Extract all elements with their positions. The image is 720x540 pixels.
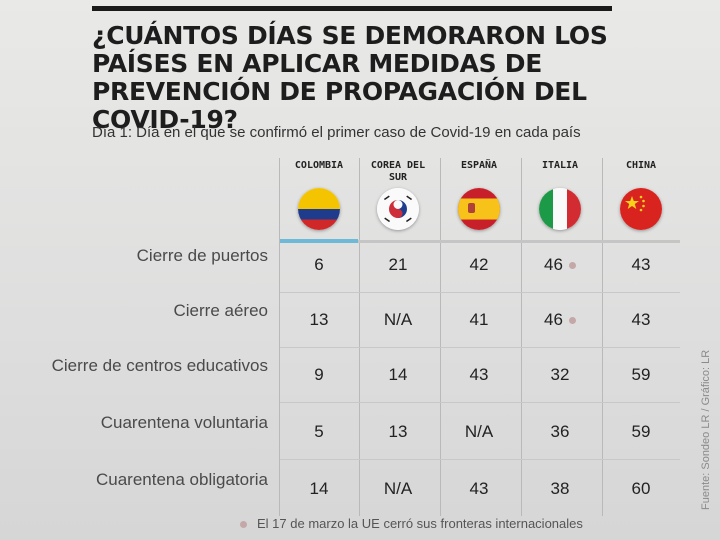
column-divider: [521, 158, 522, 516]
cell-value: 43: [631, 310, 651, 329]
italy-flag-icon: [539, 188, 581, 230]
table-cell: 32: [521, 365, 599, 385]
column-divider: [359, 158, 360, 516]
cell-value: 14: [388, 365, 408, 384]
cell-value: 5: [314, 422, 324, 441]
table-cell: 6: [280, 255, 358, 275]
table-cell: 21: [359, 255, 437, 275]
cell-value: 60: [631, 479, 651, 498]
table-cell: 14: [280, 479, 358, 499]
row-divider: [280, 292, 680, 293]
cell-value: N/A: [464, 422, 494, 441]
cell-value: 32: [550, 365, 570, 384]
table-cell: 36: [521, 422, 599, 442]
column-divider: [602, 158, 603, 516]
table-cell: 59: [602, 365, 680, 385]
cell-value: 14: [309, 479, 329, 498]
column-divider: [440, 158, 441, 516]
row-label: Cuarentena obligatoria: [95, 470, 268, 489]
cell-value: 43: [469, 479, 489, 498]
cell-value: 41: [469, 310, 489, 329]
china-flag-icon: [620, 188, 662, 230]
spain-flag-icon: [458, 188, 500, 230]
cell-value: 13: [309, 310, 329, 329]
column-header: COLOMBIA: [294, 160, 344, 171]
cell-value: 21: [388, 255, 408, 274]
cell-value: 46: [544, 310, 563, 329]
table-cell: 43: [440, 365, 518, 385]
table-cell: 38: [521, 479, 599, 499]
header-accent-bar: [280, 239, 358, 243]
table-cell: 41: [440, 310, 518, 330]
table-cell: N/A: [359, 310, 437, 330]
cell-value: 38: [550, 479, 570, 498]
cell-value: 6: [314, 255, 324, 274]
cell-value: 13: [388, 422, 408, 441]
table-cell: 42: [440, 255, 518, 275]
cell-value: N/A: [383, 310, 413, 329]
column-divider: [279, 158, 280, 516]
table-cell: N/A: [440, 422, 518, 442]
table-cell: 43: [602, 310, 680, 330]
cell-value: 43: [631, 255, 651, 274]
south-korea-flag-icon: [377, 188, 419, 230]
cell-value: 9: [314, 365, 324, 384]
cell-value: 42: [469, 255, 489, 274]
row-label: Cierre de puertos: [136, 246, 268, 265]
cell-value: 46: [544, 255, 563, 274]
chart-subtitle: Día 1: Día en el que se confirmó el prim…: [92, 124, 581, 141]
top-bar: [92, 6, 612, 11]
table-cell: 60: [602, 479, 680, 499]
footnote: El 17 de marzo la UE cerró sus fronteras…: [240, 516, 583, 531]
table-cell: 43: [602, 255, 680, 275]
marker-dot-icon: [568, 262, 576, 270]
row-label: Cierre aéreo: [173, 301, 269, 320]
column-header: CHINA: [625, 160, 657, 171]
column-header: ITALIA: [541, 160, 579, 171]
cell-value: 43: [469, 365, 489, 384]
table-cell: 59: [602, 422, 680, 442]
column-header: ESPAÑA: [460, 160, 498, 171]
table-cell: 9: [280, 365, 358, 385]
row-label: Cuarentena voluntaria: [100, 413, 268, 432]
cell-value: N/A: [383, 479, 413, 498]
row-divider: [280, 347, 680, 348]
header-rule: [280, 240, 680, 243]
footnote-text: El 17 de marzo la UE cerró sus fronteras…: [257, 516, 583, 531]
table-cell: 43: [440, 479, 518, 499]
cell-value: 36: [550, 422, 570, 441]
cell-value: 59: [631, 365, 651, 384]
row-label: Cierre de centros educativos: [51, 356, 268, 375]
table-cell: 46: [521, 255, 599, 275]
table-cell: 13: [280, 310, 358, 330]
table-cell: 5: [280, 422, 358, 442]
column-header: COREA DEL SUR: [370, 160, 426, 183]
source-credit: Fuente: Sondeo LR / Gráfico: LR: [700, 349, 712, 510]
row-divider: [280, 402, 680, 403]
footnote-dot-icon: [240, 521, 247, 529]
marker-dot-icon: [568, 317, 576, 325]
table-cell: N/A: [359, 479, 437, 499]
chart-title: ¿CUÁNTOS DÍAS SE DEMORARON LOS PAÍSES EN…: [92, 21, 608, 134]
table-cell: 13: [359, 422, 437, 442]
row-divider: [280, 459, 680, 460]
colombia-flag-icon: [298, 188, 340, 230]
table-cell: 46: [521, 310, 599, 330]
table-cell: 14: [359, 365, 437, 385]
cell-value: 59: [631, 422, 651, 441]
